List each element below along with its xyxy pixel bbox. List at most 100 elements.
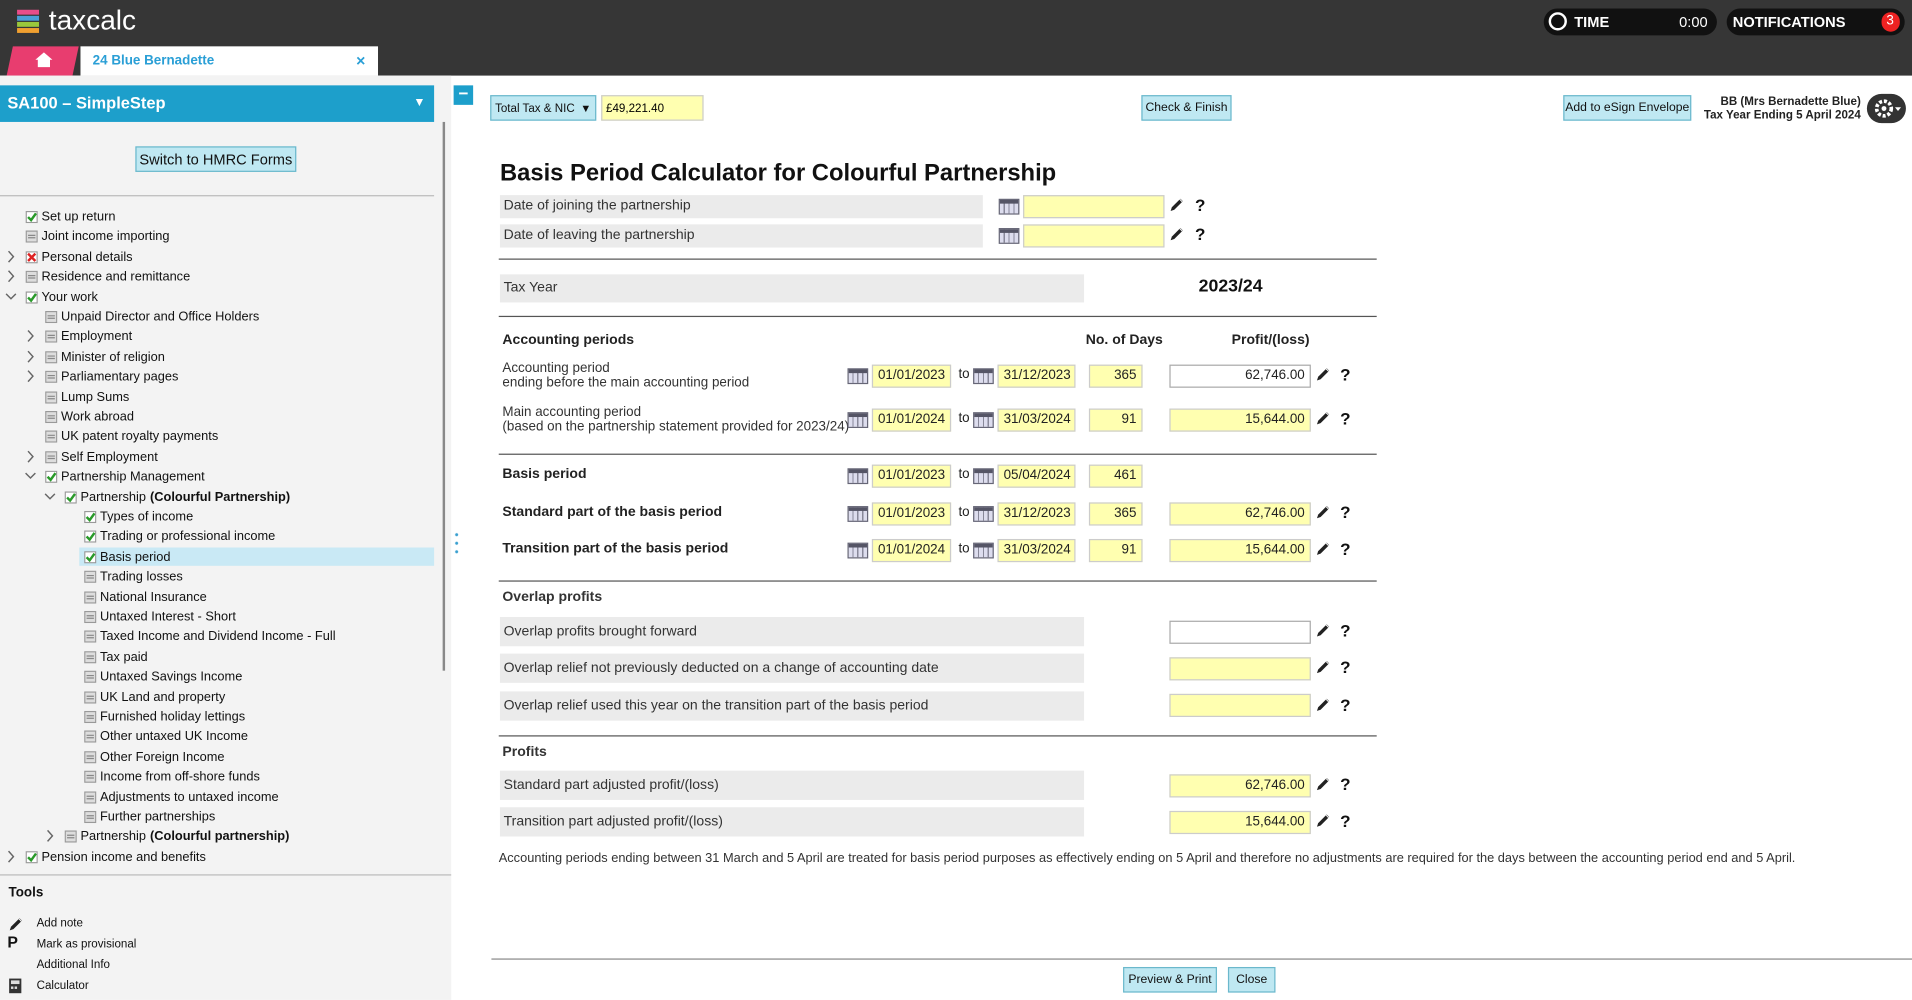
overlap-field[interactable] [1169, 693, 1311, 718]
tree-expander[interactable] [24, 450, 36, 463]
profit-field[interactable]: 15,644.00 [1169, 407, 1311, 432]
tree-item[interactable]: Trading losses [99, 569, 183, 585]
tree-expander[interactable] [44, 490, 56, 503]
profit-field[interactable]: 15,644.00 [1169, 538, 1311, 562]
calendar-icon[interactable] [847, 542, 869, 559]
tab-close[interactable]: × [356, 51, 366, 70]
edit-icon[interactable] [1315, 812, 1332, 829]
notifications-pill[interactable] [1726, 8, 1905, 36]
profit-field[interactable]: 62,746.00 [1169, 773, 1311, 797]
profit-field[interactable]: 62,746.00 [1169, 363, 1311, 388]
edit-icon[interactable] [1315, 659, 1332, 676]
tree-item[interactable]: Furnished holiday lettings [99, 709, 246, 725]
esign-button[interactable]: Add to eSign Envelope [1563, 95, 1692, 121]
calendar-icon[interactable] [973, 468, 994, 485]
edit-icon[interactable] [1315, 776, 1332, 793]
edit-icon[interactable] [1315, 504, 1332, 521]
tree-item[interactable]: Trading or professional income [99, 529, 276, 545]
tree-expander[interactable] [5, 290, 17, 303]
tree-item[interactable]: Residence and remittance [41, 269, 191, 285]
tree-item[interactable]: Your work [41, 289, 98, 305]
edit-icon[interactable] [1315, 540, 1332, 557]
date-to[interactable]: 31/03/2024 [997, 538, 1076, 562]
tree-item[interactable]: Taxed Income and Dividend Income - Full [99, 629, 336, 645]
date-to[interactable]: 05/04/2024 [997, 463, 1076, 488]
date-to[interactable]: 31/03/2024 [997, 407, 1076, 432]
tree-item[interactable]: Parliamentary pages [60, 369, 179, 385]
tree-item[interactable]: Types of income [99, 509, 194, 525]
edit-icon[interactable] [1315, 696, 1332, 713]
tree-expander[interactable] [44, 830, 56, 843]
tree-item[interactable]: Other Foreign Income [99, 749, 225, 765]
calendar-icon[interactable] [973, 412, 994, 429]
edit-icon[interactable] [1315, 410, 1332, 427]
date-from[interactable]: 01/01/2023 [871, 463, 952, 488]
total-select-label[interactable]: Total Tax & NIC [495, 102, 575, 116]
tree-item[interactable]: Partnership [80, 489, 146, 505]
tree-expander[interactable] [5, 270, 17, 283]
tree-item[interactable]: Further partnerships [99, 809, 216, 825]
edit-icon[interactable] [1315, 366, 1332, 383]
calendar-icon[interactable] [998, 228, 1020, 244]
calendar-icon[interactable] [847, 412, 869, 429]
date-from[interactable]: 01/01/2023 [871, 501, 952, 525]
days-field[interactable]: 365 [1088, 363, 1143, 388]
tree-item[interactable]: Adjustments to untaxed income [99, 789, 279, 805]
date-input[interactable] [1023, 194, 1165, 218]
tree-item[interactable]: Self Employment [60, 449, 158, 465]
tree-item[interactable]: Basis period [99, 549, 171, 565]
tree-item[interactable]: Joint income importing [41, 229, 170, 245]
tree-expander[interactable] [24, 370, 36, 383]
date-to[interactable]: 31/12/2023 [997, 363, 1076, 388]
tree-item[interactable]: Untaxed Interest - Short [99, 609, 236, 625]
days-field[interactable]: 91 [1088, 407, 1143, 432]
splitter-grip[interactable] [454, 530, 459, 555]
tree-item[interactable]: Unpaid Director and Office Holders [60, 309, 260, 325]
tree-item[interactable]: Employment [60, 329, 133, 345]
tree-item[interactable]: Other untaxed UK Income [99, 729, 249, 745]
tree-item-detail[interactable]: (Colourful Partnership) [149, 489, 291, 505]
total-select[interactable] [490, 95, 597, 121]
tree-item[interactable]: Set up return [41, 209, 116, 225]
total-select-arrow[interactable]: ▼ [580, 102, 592, 115]
tree-item[interactable]: Partnership [80, 829, 146, 845]
tool-label[interactable]: Calculator [36, 979, 89, 993]
tool-label[interactable]: Mark as provisional [36, 937, 137, 952]
tree-expander[interactable] [24, 330, 36, 343]
tree-item[interactable]: Tax paid [99, 649, 148, 665]
tree-item[interactable]: Personal details [41, 249, 133, 265]
profit-field[interactable]: 62,746.00 [1169, 501, 1311, 525]
switch-button[interactable]: Switch to HMRC Forms [135, 146, 297, 172]
calendar-icon[interactable] [998, 198, 1020, 215]
tree-item[interactable]: Partnership Management [60, 469, 205, 485]
preview-button[interactable]: Preview & Print [1123, 966, 1217, 993]
tree-item[interactable]: Minister of religion [60, 349, 165, 365]
sidebar-header[interactable] [0, 85, 435, 122]
edit-icon[interactable] [1168, 226, 1185, 243]
tree-item[interactable]: Lump Sums [60, 389, 130, 405]
tree-item[interactable]: Income from off-shore funds [99, 769, 260, 785]
tree-item[interactable]: Untaxed Savings Income [99, 669, 243, 685]
close-button[interactable]: Close [1227, 966, 1276, 993]
tree-expander[interactable] [24, 350, 36, 363]
days-field[interactable]: 365 [1088, 501, 1143, 525]
edit-icon[interactable] [1168, 196, 1185, 213]
overlap-field[interactable] [1169, 657, 1311, 681]
sidebar-menu-arrow[interactable]: ▼ [413, 96, 426, 110]
tree-expander[interactable] [5, 250, 17, 263]
date-input[interactable] [1023, 223, 1165, 247]
date-from[interactable]: 01/01/2024 [871, 407, 952, 432]
tab[interactable] [80, 46, 379, 76]
tool-label[interactable]: Add note [36, 916, 83, 931]
tab-title[interactable]: 24 Blue Bernadette [92, 53, 215, 69]
days-field[interactable]: 91 [1088, 538, 1143, 562]
edit-icon[interactable] [1315, 622, 1332, 639]
date-from[interactable]: 01/01/2024 [871, 538, 952, 562]
calendar-icon[interactable] [847, 368, 869, 385]
calendar-icon[interactable] [973, 542, 994, 559]
check-finish-button[interactable]: Check & Finish [1141, 95, 1232, 121]
calendar-icon[interactable] [847, 506, 869, 522]
tree-expander[interactable] [24, 470, 36, 483]
tree-item[interactable]: UK patent royalty payments [60, 429, 219, 445]
tree-item[interactable]: Pension income and benefits [41, 849, 206, 865]
